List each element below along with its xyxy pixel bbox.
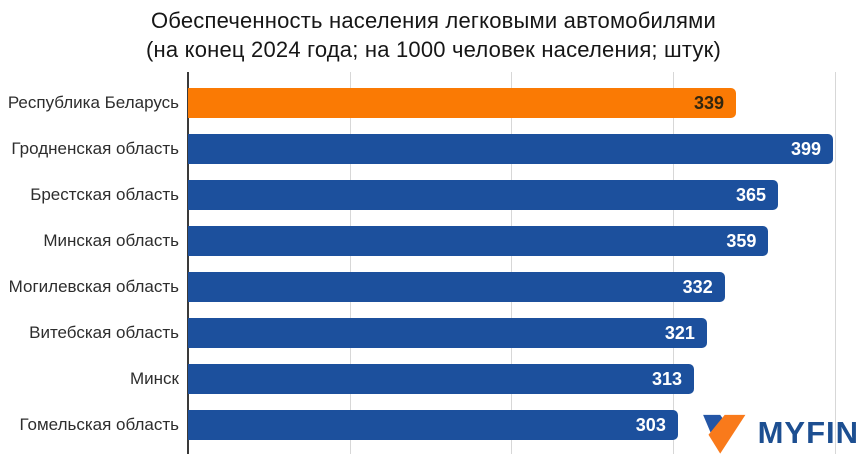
value-label: 313 xyxy=(651,369,683,389)
y-axis-line xyxy=(187,72,189,454)
gridlines xyxy=(188,72,867,454)
bar: 313 xyxy=(188,364,695,394)
category-label: Минск xyxy=(130,369,179,388)
bar-track: 313 xyxy=(188,364,867,394)
value-label: 321 xyxy=(664,323,695,343)
table-row: Витебская область 321 xyxy=(0,310,867,356)
bar: 399 xyxy=(188,134,834,164)
category-label: Брестская область xyxy=(30,185,179,204)
chart-title-line1: Обеспеченность населения легковыми автом… xyxy=(151,8,716,33)
table-row: Минск 313 xyxy=(0,356,867,402)
gridline xyxy=(349,72,351,454)
value-label: 339 xyxy=(694,93,725,113)
category-label: Могилевская область xyxy=(8,277,179,296)
bar: 321 xyxy=(188,318,707,348)
bar-track: 303 xyxy=(188,410,867,440)
category-label: Витебская область xyxy=(29,323,179,342)
value-label: 332 xyxy=(682,277,713,297)
table-row: Гродненская область 399 xyxy=(0,126,867,172)
bar: 365 xyxy=(188,180,779,210)
bar-track: 359 xyxy=(188,226,867,256)
gridline xyxy=(511,72,513,454)
bar-track: 339 xyxy=(188,88,867,118)
bar-track: 365 xyxy=(188,180,867,210)
myfin-v-icon xyxy=(702,414,745,454)
bar: 303 xyxy=(188,410,678,440)
category-label: Гродненская область xyxy=(11,139,179,158)
bar: 332 xyxy=(188,272,725,302)
myfin-logo-text: MYFIN xyxy=(757,414,859,450)
value-label: 399 xyxy=(791,139,822,159)
chart-title-line2: (на конец 2024 года; на 1000 человек нас… xyxy=(146,37,721,62)
value-label: 365 xyxy=(736,185,767,205)
category-label: Минская область xyxy=(43,231,179,250)
table-row: Минская область 359 xyxy=(0,218,867,264)
chart-rows: Республика Беларусь 339 Гродненская обла… xyxy=(0,72,867,448)
table-row: Брестская область 365 xyxy=(0,172,867,218)
bar: 359 xyxy=(188,226,769,256)
gridline xyxy=(673,72,674,454)
table-row: Республика Беларусь 339 xyxy=(0,80,867,126)
value-label: 303 xyxy=(635,415,666,435)
chart-title: Обеспеченность населения легковыми автом… xyxy=(0,6,867,64)
category-label: Гомельская область xyxy=(19,415,179,434)
category-label: Республика Беларусь xyxy=(7,93,179,112)
table-row: Могилевская область 332 xyxy=(0,264,867,310)
bar-track: 321 xyxy=(188,318,867,348)
value-label: 359 xyxy=(726,231,757,251)
bar-track: 332 xyxy=(188,272,867,302)
table-row: Гомельская область 303 xyxy=(0,402,867,448)
gridline xyxy=(834,72,836,454)
bar: 339 xyxy=(188,88,737,118)
myfin-logo: MYFIN xyxy=(695,406,859,458)
bar-track: 399 xyxy=(188,134,867,164)
